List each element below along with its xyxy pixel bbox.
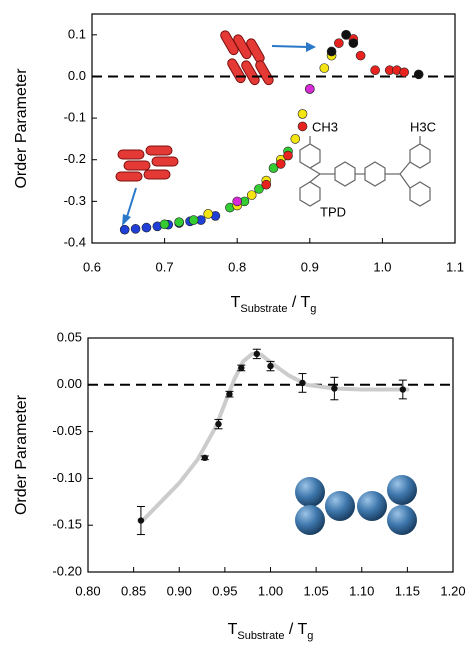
data-point [413, 69, 424, 80]
data-point [130, 224, 141, 234]
rod-illustration-ordered [115, 145, 179, 226]
data-point [261, 179, 272, 190]
data-point [267, 362, 274, 370]
data-point [297, 109, 308, 119]
y-tick-label: -0.1 [64, 110, 86, 125]
data-point [355, 50, 366, 61]
data-point [326, 46, 337, 57]
data-point [399, 67, 409, 78]
data-point [232, 196, 242, 207]
data-point [226, 390, 233, 398]
data-point [304, 84, 315, 94]
annotation: TPD [320, 204, 346, 219]
x-axis-label-part: / T [287, 294, 310, 311]
y-axis-label: Order Parameter [13, 394, 30, 515]
x-tick-label: 0.7 [156, 259, 174, 274]
y-tick-label: -0.3 [64, 193, 86, 208]
y-tick-label: -0.15 [52, 517, 82, 532]
data-point [137, 517, 145, 524]
y-tick-label: 0.1 [68, 26, 86, 41]
data-point [174, 217, 184, 227]
plot-frame [87, 337, 454, 573]
y-tick-label: -0.4 [64, 234, 86, 249]
x-tick-label: 0.8 [228, 259, 246, 274]
annotation: H3C [410, 119, 436, 134]
x-tick-label: 0.90 [167, 583, 192, 598]
data-point [254, 184, 264, 194]
x-tick-label: 1.00 [258, 583, 283, 598]
x-tick-label: 1.05 [303, 583, 328, 598]
data-point [334, 38, 344, 48]
data-point [275, 159, 286, 169]
y-tick-label: 0.00 [57, 376, 82, 391]
data-point [348, 38, 359, 48]
x-axis-label-subscript: g [307, 630, 313, 642]
y-axis-label: Order Parameter [13, 68, 30, 189]
data-point [238, 364, 245, 372]
sphere-cluster [295, 475, 417, 535]
data-point [246, 190, 257, 200]
y-tick-label: -0.05 [52, 423, 82, 438]
x-tick-label: 1.1 [446, 259, 464, 274]
molecule-sketch [299, 136, 431, 207]
data-point [341, 30, 351, 40]
x-tick-label: 0.95 [212, 583, 237, 598]
fit-curve [140, 351, 410, 523]
data-point [319, 63, 330, 73]
x-axis-label: TSubstrate / Tg [228, 621, 314, 642]
data-point [215, 420, 222, 428]
x-tick-label: 0.85 [121, 583, 146, 598]
data-point [331, 385, 338, 392]
x-tick-label: 1.15 [395, 583, 420, 598]
data-point [399, 386, 407, 393]
x-tick-label: 0.9 [301, 259, 319, 274]
x-tick-label: 1.20 [440, 583, 465, 598]
x-axis-label-subscript: Substrate [237, 630, 284, 642]
y-tick-label: -0.2 [64, 151, 86, 166]
y-tick-label: 0.05 [57, 329, 82, 344]
x-axis-label-part: / T [284, 621, 307, 638]
data-point [253, 350, 261, 358]
x-tick-label: 0.6 [83, 259, 101, 274]
x-tick-label: 1.10 [349, 583, 374, 598]
x-axis-label-subscript: Substrate [240, 303, 287, 315]
annotation: CH3 [312, 119, 338, 134]
data-point [299, 379, 306, 387]
data-point [268, 163, 279, 173]
data-point [141, 222, 152, 233]
y-tick-label: -0.10 [52, 470, 82, 485]
y-tick-label: 0.0 [68, 68, 86, 83]
plot-frame [91, 13, 456, 244]
y-tick-label: -0.20 [52, 563, 82, 578]
data-point [188, 215, 199, 225]
data-point [201, 454, 208, 462]
data-point [203, 209, 213, 219]
data-point [159, 219, 170, 230]
data-point [283, 150, 293, 161]
x-axis-label-part: T [231, 294, 241, 311]
data-point [119, 224, 130, 235]
data-point [370, 65, 380, 76]
x-axis-label-part: T [228, 621, 238, 638]
x-axis-label-subscript: g [310, 303, 316, 315]
x-tick-label: 0.80 [75, 583, 100, 598]
data-point [290, 134, 301, 144]
rod-illustration-vertical [220, 30, 316, 86]
x-axis-label: TSubstrate / Tg [231, 294, 317, 315]
data-point [297, 121, 308, 132]
x-tick-label: 1.0 [373, 259, 391, 274]
